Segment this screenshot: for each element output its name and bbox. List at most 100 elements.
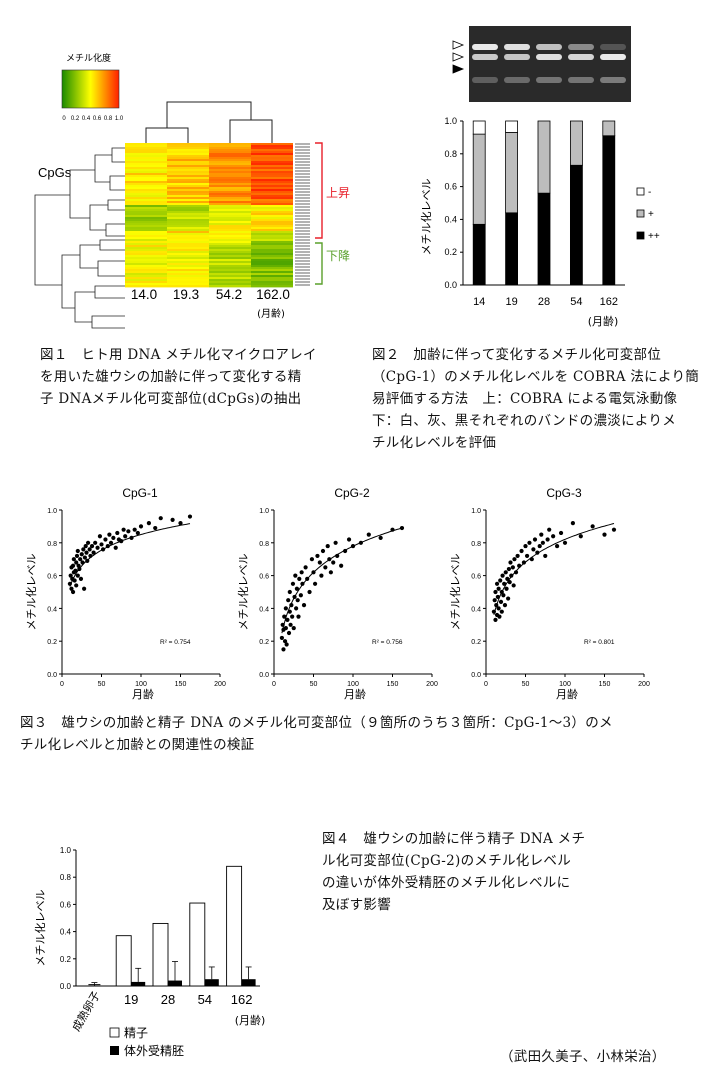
fig3-data-point [493,589,498,595]
fig4-x-tick-label: 162 [231,992,253,1007]
fig3-y-tick-label: 0.8 [259,541,269,548]
fig3-data-point [105,543,110,549]
fig1-heatmap-cell [251,217,293,220]
fig1-heatmap-cell [167,165,209,168]
fig2-x-unit: (月齢) [588,314,619,328]
authors: （武田久美子、小林栄治） [500,1049,666,1065]
fig2-caption: 図２ 加齢に伴って変化するメチル化可変部位 （CpG-1）のメチル化レベルを C… [372,344,702,454]
fig1-color-key-ticks: 0 0.2 0.4 0.6 0.8 1.0 [62,116,124,122]
fig3-data-point [293,573,298,578]
fig1-heatmap-cell [209,219,251,222]
fig3-data-point [323,565,328,570]
fig3-caption-line: 図３ 雄ウシの加齢と精子 DNA のメチル化可変部位（９箇所のうち３箇所：CpG… [20,715,613,731]
fig3-y-tick-label: 1.0 [259,508,269,515]
fig4-y-tick-label: 0.0 [60,982,72,991]
fig1-heatmap-cell [209,171,251,174]
fig3-data-point [558,530,564,536]
fig1-heatmap-cell [209,193,251,196]
fig1-heatmap-cell [125,203,167,206]
fig3-data-point [540,540,545,545]
fig1-heatmap-cell [125,167,167,170]
fig3-data-point [85,540,91,545]
fig3-data-point [283,625,288,631]
fig2-y-tick-label: 1.0 [444,116,457,126]
fig2-y-tick-label: 0.2 [444,247,457,257]
fig1-heatmap-cell [251,241,293,244]
fig1-heatmap-cell [167,253,209,256]
fig1-heatmap-cell [167,209,209,212]
fig3-data-point [286,598,291,603]
fig1-heatmap-cell [125,181,167,184]
fig1-heatmap-cell [209,255,251,258]
fig3-data-point [517,563,522,568]
fig1-heatmap-cell [251,237,293,240]
fig1-heatmap-cell [209,241,251,244]
fig1-heatmap-cell [251,235,293,238]
fig3-y-tick-label: 0.6 [471,574,481,581]
fig3-data-point [297,576,302,581]
fig1-heatmap-cell [167,213,209,216]
fig1-heatmap-cell [251,239,293,242]
fig1-heatmap-cell [251,161,293,164]
fig3-data-point [492,598,497,603]
fig1-heatmap-cell [251,189,293,192]
fig2-gel-band [568,44,594,50]
fig2-bar-segment [472,133,486,225]
fig1-probe-label-stripe [295,143,310,286]
fig1-heatmap-cell [125,193,167,196]
fig1-heatmap-cell [125,235,167,238]
fig3-data-point [515,553,520,559]
fig1-heatmap-cell [125,185,167,188]
fig3-data-point [279,635,284,641]
fig2-gel-bands [472,44,626,83]
fig1-heatmap-cell [125,165,167,168]
fig1-heatmap-cell [209,145,251,148]
fig3-fit-curve [69,523,191,587]
fig1-legend-title: メチル化度 [66,52,111,64]
fig2-legend-label: ++ [648,231,660,242]
fig1-heatmap-cell [167,157,209,160]
fig1-heatmap-cell [167,189,209,192]
fig4-caption-line: 図４ 雄ウシの加齢に伴う精子 DNA メチ [322,831,586,847]
fig1-heatmap-cell [209,159,251,162]
fig1-heatmap-cell [209,267,251,270]
fig4-caption-line: の違いが体外受精胚のメチル化レベルに [322,875,571,891]
fig2-legend: - + ++ [636,187,660,242]
fig1-col-label: 54.2 [216,287,242,302]
fig1-heatmap-cell [209,213,251,216]
fig1-heatmap-cell [167,197,209,200]
fig3-data-point [111,535,116,540]
fig1-heatmap-cell [251,281,293,284]
fig1-heatmap-cell [251,149,293,152]
fig3-y-tick-label: 0.4 [47,606,57,613]
fig1-heatmap-cell [251,153,293,156]
fig3-data-point [100,547,106,552]
fig1-heatmap-cell [167,231,209,234]
fig1-heatmap-cell [167,155,209,158]
fig1-heatmap-cell [251,193,293,196]
fig1-heatmap-cell [125,241,167,244]
fig1-heatmap-cell [251,179,293,182]
fig3-caption: 図３ 雄ウシの加齢と精子 DNA のメチル化可変部位（９箇所のうち３箇所：CpG… [20,712,700,756]
fig1-down-bracket [315,242,323,285]
fig1-heatmap-cell [125,145,167,148]
fig1-heatmap-cell [209,155,251,158]
fig3-data-point [496,586,501,591]
fig1-heatmap-cell [251,171,293,174]
fig3-data-point [358,540,363,545]
fig3-data-point [281,647,286,652]
fig1-heatmap-cell [125,159,167,162]
fig3-x-tick-label: 200 [426,681,438,688]
fig1-heatmap-figure: メチル化度 0 0.2 0.4 0.6 0.8 1.0 CpGs 上昇 下降 14.0 1… [34,52,350,329]
fig3-data-point [545,537,550,542]
fig3-data-point [524,553,530,559]
fig1-heatmap-cell [167,237,209,240]
fig1-heatmap-cell [167,217,209,220]
fig1-down-label: 下降 [326,249,350,263]
fig1-heatmap-cell [209,239,251,242]
fig1-heatmap-cell [251,203,293,206]
fig1-heatmap-cell [125,255,167,258]
fig3-data-point [312,581,318,586]
fig3-x-tick-label: 150 [175,681,187,688]
fig3-data-point [390,527,395,532]
